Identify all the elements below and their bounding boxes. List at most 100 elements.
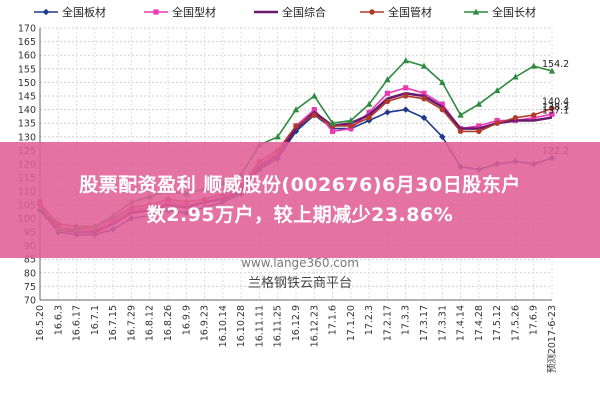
y-tick-label: 75 <box>24 282 36 293</box>
watermark-url: www.lange360.com <box>241 256 359 270</box>
legend-label: 全国长材 <box>492 5 536 19</box>
data-point-marker <box>439 133 446 140</box>
x-tick-label: 17.5.26 <box>510 305 521 341</box>
data-point-marker <box>472 8 480 15</box>
y-tick-label: 155 <box>18 64 36 75</box>
data-point-marker <box>420 114 428 121</box>
headline-line-2: 数2.95万户，较上期减少23.86% <box>146 204 454 226</box>
y-tick-label: 85 <box>24 255 36 266</box>
data-point-marker <box>457 128 464 135</box>
legend-label: 全国板材 <box>62 5 106 19</box>
x-tick-label: 16.8.26 <box>163 305 174 341</box>
legend-item: 全国管材 <box>360 5 432 19</box>
data-point-marker <box>531 115 537 121</box>
x-tick-label: 预测2017-6-23 <box>547 305 558 373</box>
data-point-marker <box>494 120 500 126</box>
data-point-marker <box>384 109 391 116</box>
x-tick-label: 17.2.3 <box>364 305 375 335</box>
x-tick-label: 17.3.3 <box>401 305 412 335</box>
data-point-marker <box>402 57 409 64</box>
data-point-marker <box>457 111 464 118</box>
data-point-marker <box>311 92 318 99</box>
x-axis-tick-labels: 16.5.20 16.6.3 16.6.17 16.7.1 16.7.15 16.7.29… <box>35 305 558 373</box>
data-point-marker <box>369 9 375 15</box>
x-tick-label: 17.3.17 <box>419 305 430 341</box>
end-value-label: 138.3 <box>542 102 569 113</box>
data-point-marker <box>403 85 409 91</box>
headline-line-1: 股票配资盈利 顺威股份(002676)6月30日股东户 <box>79 174 521 196</box>
x-tick-label: 17.3.31 <box>437 305 448 341</box>
data-point-marker <box>384 98 391 105</box>
end-value-label: 137.1 <box>542 105 569 116</box>
x-tick-label: 16.7.15 <box>108 305 119 341</box>
data-point-marker <box>293 123 299 129</box>
end-value-label: 154.2 <box>542 59 569 70</box>
x-tick-label: 16.7.1 <box>90 305 101 335</box>
x-tick-label: 16.6.17 <box>72 305 83 341</box>
data-point-marker <box>512 115 519 121</box>
x-tick-label: 17.6.9 <box>529 305 540 335</box>
data-point-marker <box>384 90 391 96</box>
x-tick-label: 17.4.28 <box>474 305 485 341</box>
legend: 全国板材 全国型材 全国综合 全国管材 全国长材 <box>34 5 536 19</box>
data-point-marker <box>476 128 482 135</box>
x-tick-label: 16.10.14 <box>218 305 229 347</box>
legend-item: 全国综合 <box>254 5 326 19</box>
data-point-marker <box>530 62 537 69</box>
x-tick-label: 16.6.3 <box>53 305 64 335</box>
data-point-marker <box>549 105 555 112</box>
x-tick-label: 16.5.20 <box>35 305 46 341</box>
x-tick-label: 16.9.9 <box>181 305 192 335</box>
y-tick-label: 165 <box>18 37 36 48</box>
data-point-marker <box>439 101 445 107</box>
data-point-marker <box>366 109 372 115</box>
legend-label: 全国型材 <box>172 5 216 19</box>
data-point-marker <box>439 79 446 85</box>
x-tick-label: 16.9.23 <box>200 305 211 341</box>
data-point-marker <box>549 111 555 117</box>
data-point-marker <box>531 112 537 118</box>
headline-banner: 股票配资盈利 顺威股份(002676)6月30日股东户 数2.95万户，较上期减… <box>0 142 600 258</box>
data-point-marker <box>153 9 159 15</box>
y-tick-label: 130 <box>18 132 36 143</box>
x-tick-label: 17.4.14 <box>456 305 467 341</box>
x-tick-label: 16.7.29 <box>126 305 137 341</box>
data-point-marker <box>494 117 500 124</box>
x-tick-label: 17.1.20 <box>346 305 357 341</box>
x-tick-label: 17.1.6 <box>328 305 339 335</box>
y-tick-label: 135 <box>18 119 36 130</box>
x-tick-label: 16.8.12 <box>145 305 156 341</box>
watermark-site-name: 兰格钢铁云商平台 <box>247 276 352 291</box>
y-tick-label: 145 <box>18 92 36 103</box>
data-point-marker <box>421 96 427 102</box>
x-tick-label: 16.11.11 <box>254 305 265 347</box>
x-tick-label: 17.5.12 <box>492 305 503 341</box>
data-point-marker <box>475 100 483 107</box>
data-point-marker <box>329 119 336 126</box>
data-point-marker <box>402 106 409 113</box>
data-point-marker <box>420 62 428 69</box>
data-point-marker <box>403 93 409 99</box>
legend-item: 全国板材 <box>34 5 106 19</box>
data-point-marker <box>476 123 482 129</box>
y-tick-label: 150 <box>18 78 36 89</box>
x-tick-label: 17.2.17 <box>382 305 393 341</box>
end-value-label: 140.4 <box>542 97 569 108</box>
legend-label: 全国综合 <box>282 5 326 19</box>
data-point-marker <box>512 73 519 80</box>
data-point-marker <box>348 123 354 129</box>
data-point-marker <box>366 115 372 121</box>
x-tick-label: 16.12.23 <box>309 305 320 347</box>
legend-item: 全国型材 <box>144 5 216 19</box>
x-tick-label: 16.12.9 <box>291 305 302 341</box>
data-point-marker <box>274 133 281 140</box>
data-point-marker <box>493 87 501 94</box>
data-point-marker <box>548 67 556 74</box>
data-point-marker <box>348 126 354 132</box>
data-point-marker <box>421 90 427 96</box>
y-tick-label: 80 <box>24 268 36 279</box>
data-point-marker <box>439 106 445 113</box>
legend-item: 全国长材 <box>464 5 536 19</box>
data-point-marker <box>42 8 50 16</box>
data-point-marker <box>292 106 300 113</box>
